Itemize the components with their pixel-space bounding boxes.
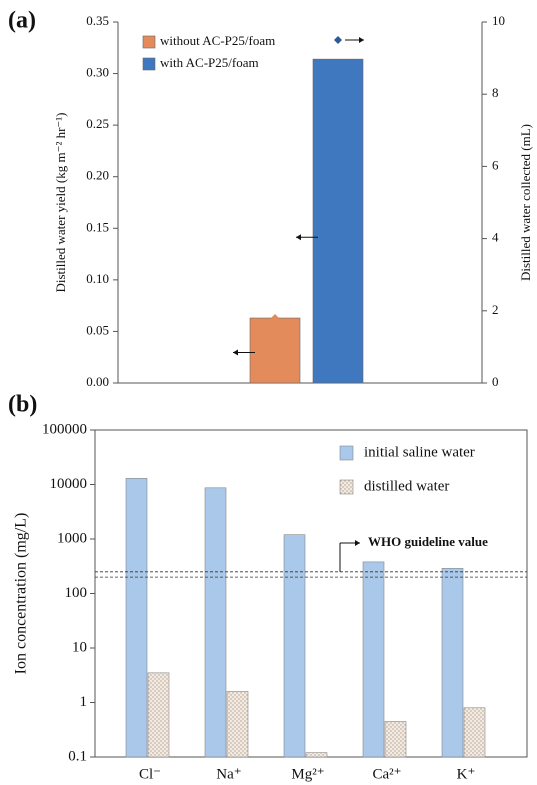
y-tick-label: 0.05 [86,322,109,337]
y-tick-label: 0.25 [86,116,109,131]
legend-label: without AC-P25/foam [160,33,275,48]
y-axis-title: Distilled water yield (kg m⁻² hr⁻¹) [53,112,68,292]
x-tick-label: Mg²⁺ [291,766,324,782]
legend-label: distilled water [364,478,449,494]
y2-axis-title: Distilled water collected (mL) [518,124,533,281]
y2-tick-label: 6 [492,157,499,172]
y-tick-label: 1000 [57,530,87,546]
y-tick-label: 0.1 [68,748,87,764]
x-tick-label: K⁺ [457,766,476,782]
y-tick-label: 10 [72,639,87,655]
y-tick-label: 0.00 [86,374,109,389]
legend-swatch [339,445,354,461]
panel-label: (b) [8,392,37,418]
y-tick-label: 0.15 [86,219,109,234]
y2-tick-label: 8 [492,85,499,100]
y-axis-title: Ion concentration (mg/L) [13,513,30,675]
bar [384,721,407,758]
bar [283,534,306,758]
y-tick-label: 10000 [50,476,88,492]
arrow-head [296,234,301,241]
bar [249,317,301,384]
y-tick-label: 0.35 [86,13,109,28]
legend-swatch [339,479,354,495]
bar [204,487,227,758]
bar [362,561,385,758]
panel-label: (a) [8,8,36,34]
diamond [334,36,342,45]
x-tick-label: Na⁺ [216,766,241,782]
arrow-head [233,349,238,356]
legend-swatch [142,57,156,71]
x-tick-label: Cl⁻ [139,766,161,782]
bar [463,707,486,758]
y2-tick-label: 10 [492,13,505,28]
arrow-head [359,37,364,44]
y-tick-label: 0.10 [86,271,109,286]
bar [226,691,249,758]
arrow-head [355,540,360,546]
legend-label: initial saline water [364,444,475,460]
y-tick-label: 0.30 [86,65,109,80]
y2-tick-label: 2 [492,302,499,317]
y2-tick-label: 0 [492,374,499,389]
legend-swatch [142,35,156,49]
annotation: WHO guideline value [368,534,488,549]
y-tick-label: 1 [80,694,88,710]
diamond [271,314,279,323]
y-tick-label: 100 [65,585,88,601]
y-tick-label: 100000 [42,421,87,437]
bar [441,567,464,758]
bar [147,672,170,758]
y2-tick-label: 4 [492,230,499,245]
bar [305,752,328,758]
x-tick-label: Ca²⁺ [372,766,401,782]
bar [312,58,364,384]
y-tick-label: 0.20 [86,168,109,183]
bar [125,477,148,758]
legend-label: with AC-P25/foam [160,55,259,70]
